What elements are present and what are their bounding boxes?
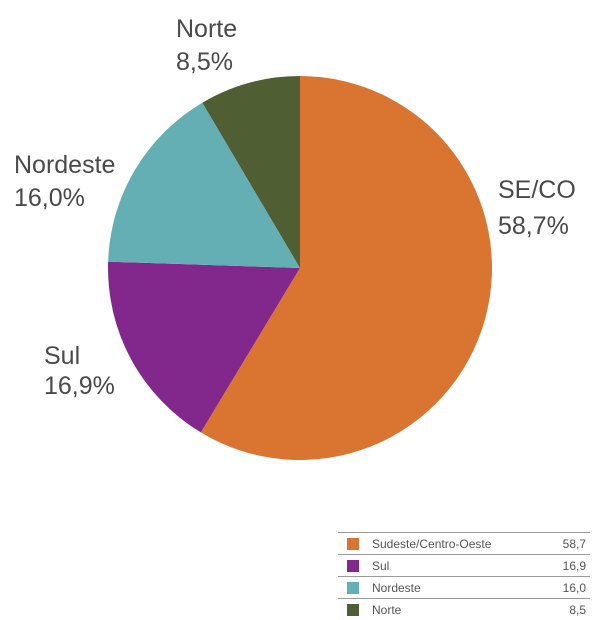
slice-label-nordeste: Nordeste 16,0% [14, 151, 115, 212]
slice-label-norte-name: Norte [176, 15, 237, 43]
slice-label-nordeste-value: 16,0% [14, 184, 85, 212]
legend-row-norte: Norte 8,5 [338, 599, 590, 620]
pie-slices [108, 76, 492, 460]
legend-value-nordeste: 16,0 [526, 577, 590, 599]
legend: Sudeste/Centro-Oeste 58,7 Sul 16,9 Norde… [338, 532, 590, 620]
legend-value-sul: 16,9 [526, 555, 590, 577]
legend-swatch-seco [347, 538, 359, 550]
legend-swatch-nordeste [347, 582, 359, 594]
slice-label-norte-value: 8,5% [176, 48, 233, 76]
legend-name-norte: Norte [372, 599, 526, 620]
legend-name-sul: Sul [372, 555, 526, 577]
legend-row-sul: Sul 16,9 [338, 555, 590, 577]
legend-name-seco: Sudeste/Centro-Oeste [372, 533, 526, 555]
slice-label-seco: SE/CO 58,7% [498, 176, 576, 240]
legend-row-seco: Sudeste/Centro-Oeste 58,7 [338, 533, 590, 555]
legend-value-seco: 58,7 [526, 533, 590, 555]
slice-label-sul-value: 16,9% [44, 372, 115, 400]
slice-label-norte: Norte 8,5% [176, 15, 237, 76]
slice-label-sul: Sul 16,9% [44, 342, 115, 400]
legend-swatch-sul [347, 560, 359, 572]
slice-label-seco-value: 58,7% [498, 212, 569, 240]
slice-label-nordeste-name: Nordeste [14, 151, 115, 179]
legend-value-norte: 8,5 [526, 599, 590, 620]
legend-row-nordeste: Nordeste 16,0 [338, 577, 590, 599]
slice-label-seco-name: SE/CO [498, 176, 576, 204]
legend-name-nordeste: Nordeste [372, 577, 526, 599]
slice-label-sul-name: Sul [44, 342, 80, 370]
pie-chart: SE/CO 58,7% Sul 16,9% Nordeste 16,0% Nor… [0, 0, 600, 520]
legend-swatch-norte [347, 604, 359, 616]
